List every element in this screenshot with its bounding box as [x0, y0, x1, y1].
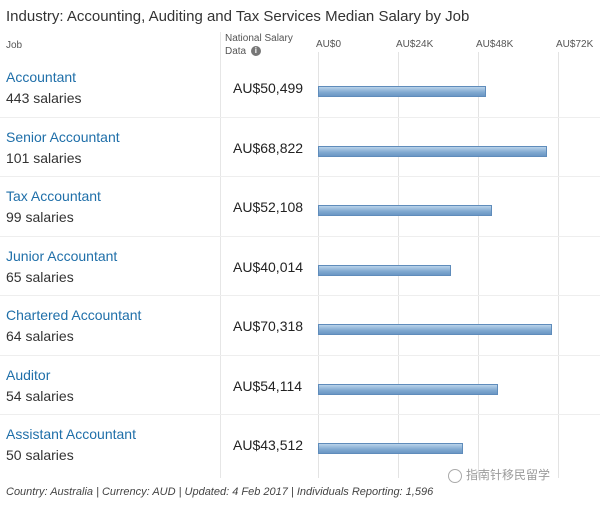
column-divider	[220, 32, 221, 478]
salary-count: 50 salaries	[6, 447, 74, 463]
median-salary-value: AU$70,318	[233, 318, 304, 334]
national-salary-header: National Salary Data i	[225, 32, 315, 58]
salary-count: 443 salaries	[6, 90, 82, 106]
x-tick-label: AU$24K	[396, 39, 434, 50]
row-separator	[0, 235, 600, 237]
gridline	[558, 52, 559, 478]
x-tick-label: AU$0	[316, 39, 342, 50]
salary-bar	[318, 86, 487, 97]
median-salary-value: AU$50,499	[233, 80, 304, 96]
job-title-link[interactable]: Junior Accountant	[6, 247, 118, 264]
national-salary-header-data-label: Data	[225, 46, 247, 57]
row-separator	[0, 116, 600, 118]
salary-bar	[318, 205, 492, 216]
national-salary-header-line1: National Salary	[225, 33, 293, 44]
chart-title: Industry: Accounting, Auditing and Tax S…	[6, 8, 470, 25]
job-title-link[interactable]: Chartered Accountant	[6, 307, 142, 323]
row-separator	[0, 354, 600, 356]
job-title-link[interactable]: Accountant	[6, 69, 77, 85]
job-title-link[interactable]: Assistant Accountant	[6, 426, 136, 442]
salary-count: 101 salaries	[6, 149, 82, 166]
wechat-icon	[448, 468, 462, 483]
national-salary-header-line2: Data i	[225, 45, 315, 58]
info-icon[interactable]: i	[250, 46, 261, 57]
watermark-text: 指南针移民留学	[466, 468, 551, 482]
salary-count: 65 salaries	[6, 268, 74, 285]
median-salary-value: AU$54,114	[233, 377, 303, 394]
salary-count: 54 salaries	[6, 387, 74, 404]
salary-count: 99 salaries	[6, 209, 74, 225]
x-tick-label: AU$48K	[476, 39, 514, 50]
job-title-link[interactable]: Tax Accountant	[6, 188, 101, 204]
salary-count: 64 salaries	[6, 328, 74, 344]
footer-info: Country: Australia | Currency: AUD | Upd…	[6, 486, 434, 498]
row-separator	[0, 414, 600, 415]
median-salary-value: AU$68,822	[233, 139, 304, 156]
salary-bar	[318, 443, 464, 454]
job-title-link[interactable]: Senior Accountant	[6, 128, 120, 145]
median-salary-value: AU$43,512	[233, 437, 304, 453]
row-separator	[0, 295, 600, 296]
job-title-link[interactable]: Auditor	[6, 366, 51, 383]
salary-bar	[318, 145, 548, 157]
job-column-header: Job	[6, 40, 23, 51]
salary-bar	[318, 264, 452, 276]
salary-bar	[318, 383, 499, 395]
row-separator	[0, 176, 600, 177]
x-tick-label: AU$72K	[556, 39, 594, 50]
gridline	[478, 52, 479, 478]
median-salary-value: AU$52,108	[233, 199, 304, 215]
salary-bar	[318, 324, 553, 335]
watermark: 指南针移民留学	[448, 466, 550, 483]
median-salary-value: AU$40,014	[233, 258, 304, 275]
